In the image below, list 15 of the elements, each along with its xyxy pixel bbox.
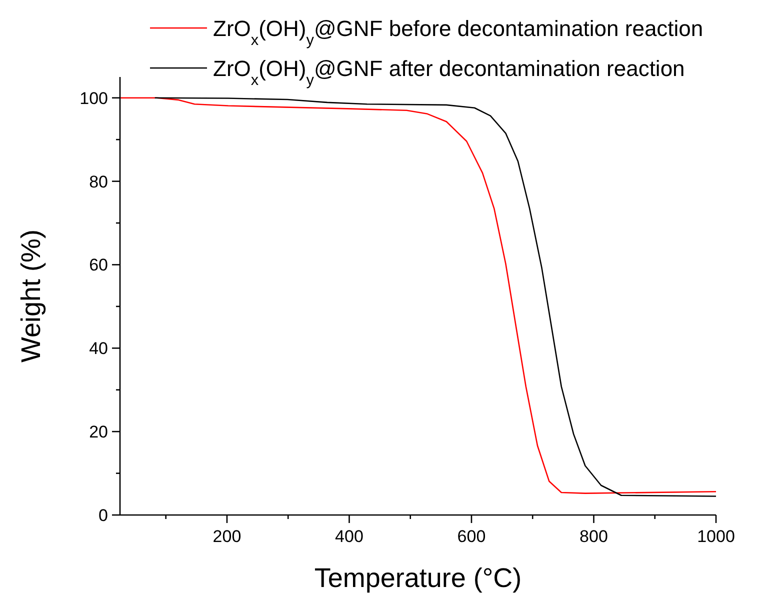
legend-label: ZrO$_{x}$(OH)$_{y}$@GNF before decontamination reaction xyxy=(213,16,704,48)
x-tick-label: 400 xyxy=(335,527,364,546)
x-axis-title: Temperature (°C) xyxy=(314,563,522,593)
x-tick-label: 1000 xyxy=(697,527,735,546)
y-axis-title: Weight (%) xyxy=(16,229,46,363)
y-tick-label: 60 xyxy=(89,256,108,275)
y-tick-label: 0 xyxy=(98,506,108,525)
legend-label: ZrO$_{x}$(OH)$_{y}$@GNF after decontamination reaction xyxy=(213,56,685,88)
x-tick-label: 600 xyxy=(457,527,486,546)
x-tick-label: 200 xyxy=(212,527,242,546)
y-tick-label: 80 xyxy=(89,172,108,192)
x-tick-label: 800 xyxy=(580,527,608,546)
y-tick-label: 40 xyxy=(89,339,108,358)
y-tick-label: 100 xyxy=(80,88,108,108)
y-tick-label: 20 xyxy=(89,422,108,442)
